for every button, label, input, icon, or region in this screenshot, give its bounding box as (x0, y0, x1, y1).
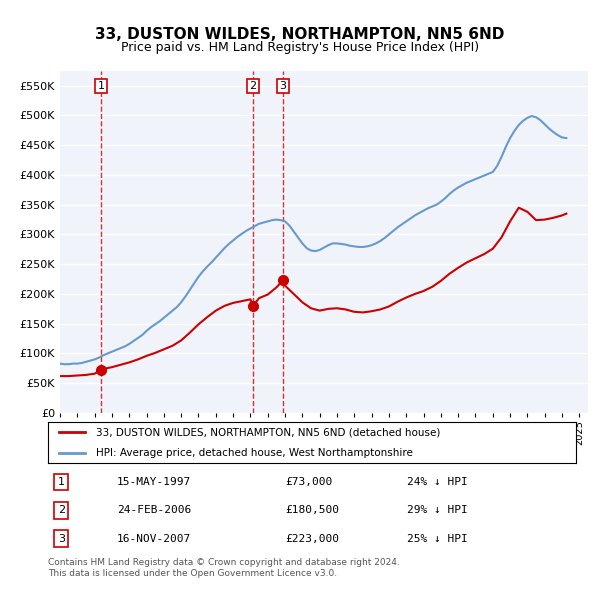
Text: 2: 2 (58, 506, 65, 515)
Text: This data is licensed under the Open Government Licence v3.0.: This data is licensed under the Open Gov… (48, 569, 337, 578)
Text: 3: 3 (58, 534, 65, 543)
Text: Price paid vs. HM Land Registry's House Price Index (HPI): Price paid vs. HM Land Registry's House … (121, 41, 479, 54)
Text: 24-FEB-2006: 24-FEB-2006 (116, 506, 191, 515)
Text: £223,000: £223,000 (286, 534, 340, 543)
Text: 16-NOV-2007: 16-NOV-2007 (116, 534, 191, 543)
Text: £73,000: £73,000 (286, 477, 333, 487)
Text: £180,500: £180,500 (286, 506, 340, 515)
Text: 15-MAY-1997: 15-MAY-1997 (116, 477, 191, 487)
Text: HPI: Average price, detached house, West Northamptonshire: HPI: Average price, detached house, West… (95, 448, 412, 458)
Text: 1: 1 (98, 81, 104, 91)
Text: 33, DUSTON WILDES, NORTHAMPTON, NN5 6ND: 33, DUSTON WILDES, NORTHAMPTON, NN5 6ND (95, 27, 505, 41)
Text: 24% ↓ HPI: 24% ↓ HPI (407, 477, 468, 487)
Text: 33, DUSTON WILDES, NORTHAMPTON, NN5 6ND (detached house): 33, DUSTON WILDES, NORTHAMPTON, NN5 6ND … (95, 427, 440, 437)
Text: 25% ↓ HPI: 25% ↓ HPI (407, 534, 468, 543)
Text: 2: 2 (250, 81, 257, 91)
Text: Contains HM Land Registry data © Crown copyright and database right 2024.: Contains HM Land Registry data © Crown c… (48, 558, 400, 566)
Text: 1: 1 (58, 477, 65, 487)
Text: 3: 3 (280, 81, 286, 91)
Text: 29% ↓ HPI: 29% ↓ HPI (407, 506, 468, 515)
